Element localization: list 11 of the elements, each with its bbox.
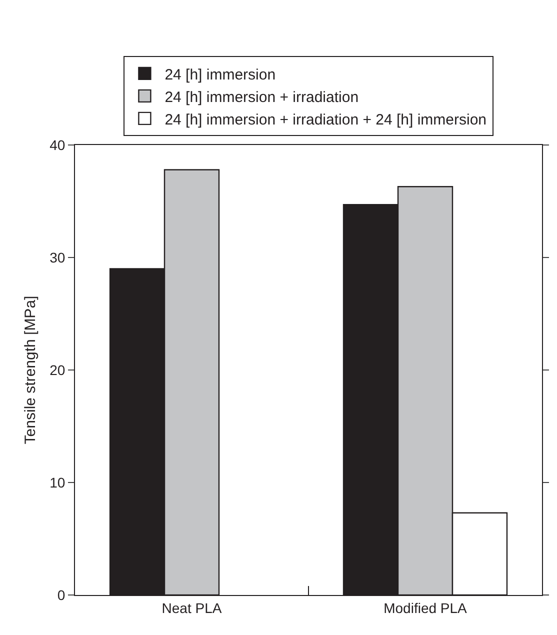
legend-label: 24 [h] immersion + irradiation	[164, 88, 359, 106]
y-axis-title: Tensile strength [MPa]	[22, 296, 39, 444]
legend-label: 24 [h] immersion + irradiation + 24 [h] immersion	[164, 111, 487, 128]
legend-label: 24 [h] immersion	[164, 66, 276, 84]
y-tick-label: 20	[50, 362, 66, 378]
x-tick-label: Neat PLA	[162, 600, 222, 616]
y-tick-label: 10	[50, 474, 66, 490]
y-tick-label: 30	[50, 249, 66, 266]
y-tick-label: 0	[57, 586, 66, 603]
y-tick-label: 40	[50, 136, 66, 153]
x-tick-label: Modified PLA	[384, 600, 468, 616]
